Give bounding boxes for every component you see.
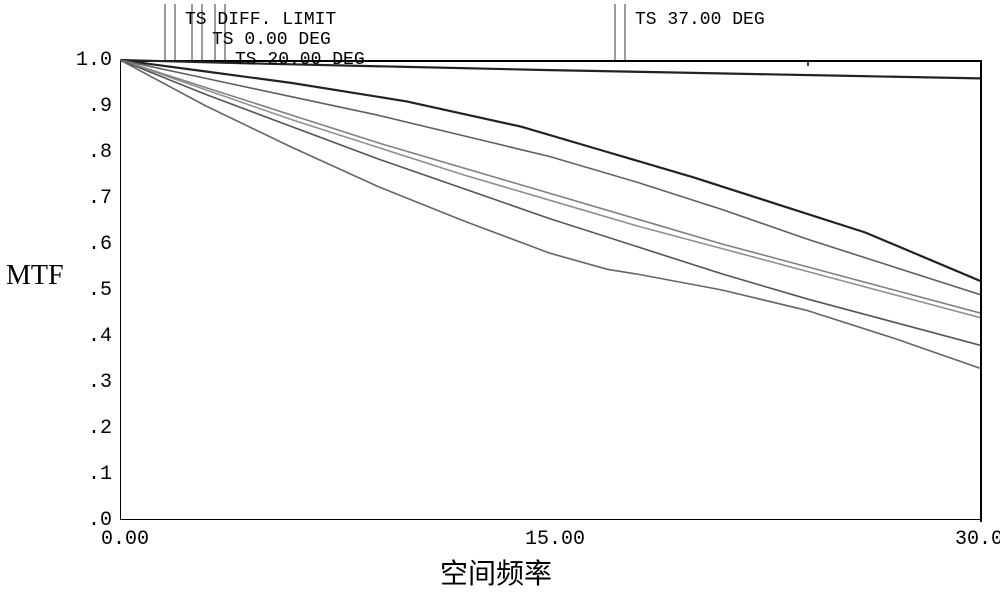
y-tick-label: .5 xyxy=(72,279,112,302)
y-tick-label: .7 xyxy=(72,187,112,210)
y-tick-label: .4 xyxy=(72,325,112,348)
series-group xyxy=(120,60,980,368)
legend-label: TS 20.00 DEG xyxy=(235,50,365,70)
legend-label: TS 0.00 DEG xyxy=(212,30,331,50)
axes-group xyxy=(120,60,980,520)
series-0deg-t xyxy=(120,60,980,281)
y-tick-label: .8 xyxy=(72,141,112,164)
y-tick-label: .3 xyxy=(72,371,112,394)
series-37deg-t xyxy=(120,60,980,345)
y-axis-title: MTF xyxy=(6,260,64,292)
legend-label: TS DIFF. LIMIT xyxy=(185,10,336,30)
y-tick-label: 1.0 xyxy=(72,49,112,72)
x-axis-title: 空间频率 xyxy=(440,552,552,592)
chart-container: MTF 空间频率 .0.1.2.3.4.5.6.7.8.91.00.0015.0… xyxy=(0,0,1000,591)
y-tick-label: .2 xyxy=(72,417,112,440)
x-tick-label: 0.00 xyxy=(90,528,160,551)
series-20deg-t xyxy=(120,60,980,313)
x-tick-label: 30.00 xyxy=(950,528,1000,551)
series-0deg-s xyxy=(120,60,980,295)
x-tick-label: 15.00 xyxy=(520,528,590,551)
y-tick-label: .1 xyxy=(72,463,112,486)
y-tick-label: .6 xyxy=(72,233,112,256)
chart-svg xyxy=(120,0,980,520)
legend-label: TS 37.00 DEG xyxy=(635,10,765,30)
series-37deg-s xyxy=(120,60,980,368)
y-tick-label: .9 xyxy=(72,95,112,118)
